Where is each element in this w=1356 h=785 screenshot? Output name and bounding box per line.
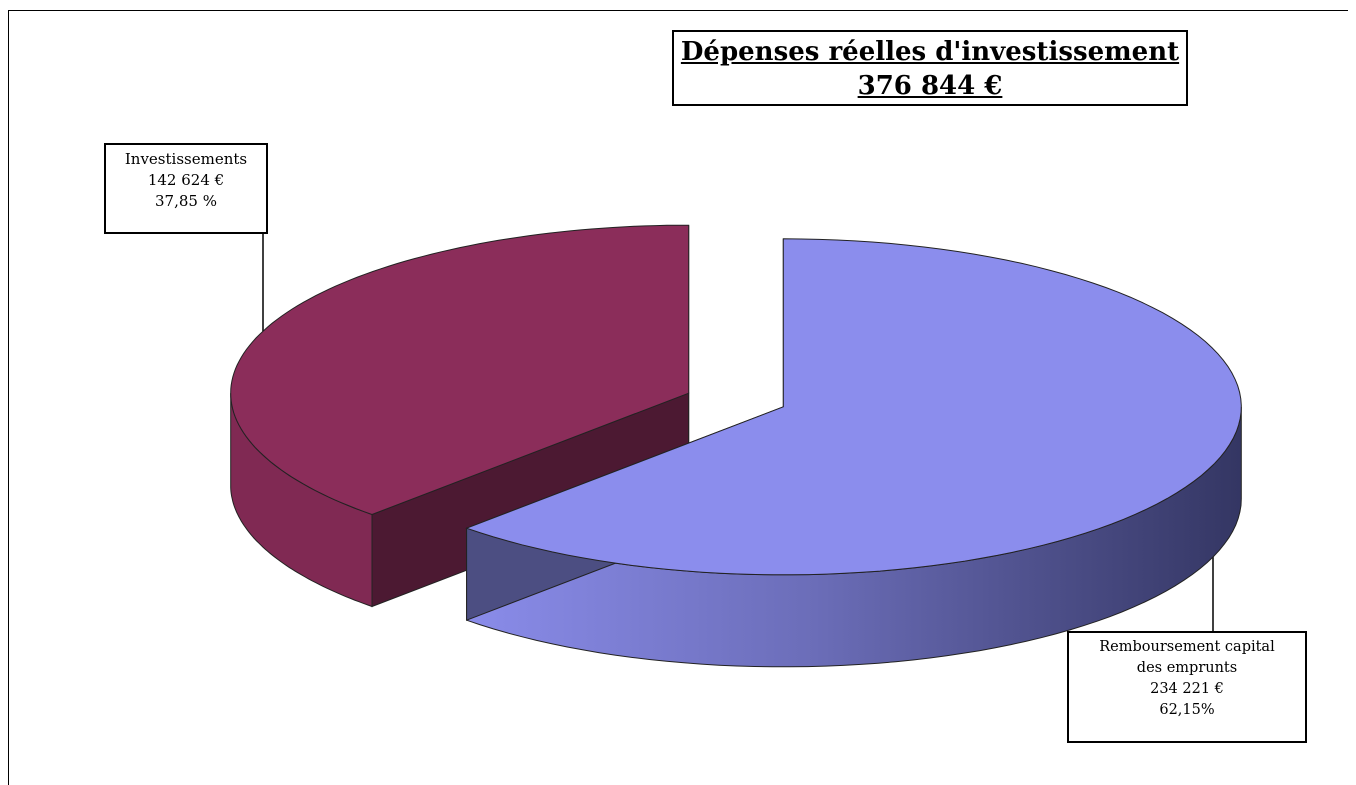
- pie-top-remboursement: [465, 238, 1242, 576]
- pie-top-investissements: [230, 224, 690, 516]
- pie-slice-remboursement: [465, 238, 1242, 668]
- chart-title-box: Dépenses réelles d'investissement 376 84…: [672, 30, 1188, 106]
- chart-subtitle: 376 844 €: [857, 71, 1003, 101]
- slice-percent-remboursement: 62,15%: [1159, 702, 1215, 718]
- slice-label-investissements: Investissements: [124, 150, 248, 168]
- slice-percent-investissements: 37,85 %: [155, 192, 217, 210]
- pie-slice-investissements: [230, 224, 690, 608]
- slice-value-investissements: 142 624 €: [147, 171, 225, 189]
- chart-frame: [8, 10, 1348, 785]
- slice-label-remboursement-line1: Remboursement capital: [1099, 639, 1275, 655]
- data-label-remboursement: Remboursement capital des emprunts 234 2…: [1067, 631, 1307, 743]
- data-label-investissements: Investissements 142 624 € 37,85 %: [104, 143, 268, 234]
- slice-label-remboursement-line2: des emprunts: [1136, 660, 1238, 676]
- slice-value-remboursement: 234 221 €: [1150, 681, 1224, 697]
- chart-title: Dépenses réelles d'investissement: [680, 37, 1180, 67]
